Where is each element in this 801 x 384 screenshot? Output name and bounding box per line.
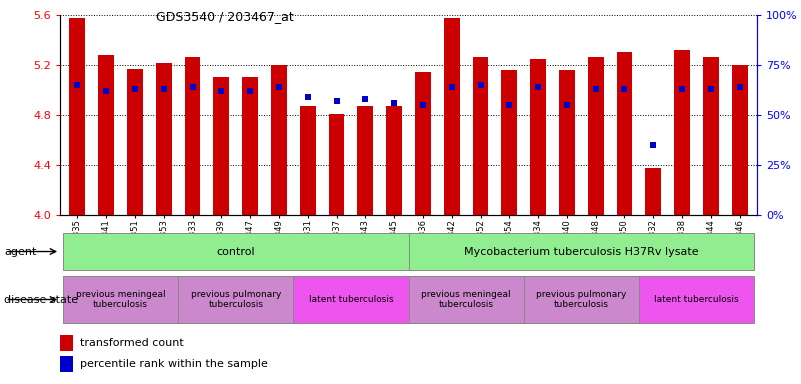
Bar (99, 55, 114, 215)
Text: previous pulmonary
tuberculosis: previous pulmonary tuberculosis (191, 290, 281, 309)
Bar (732, 65, 747, 215)
Bar (617, 51, 633, 215)
Text: agent: agent (4, 247, 36, 257)
Bar (60, 335, 73, 351)
Bar (473, 56, 489, 215)
Text: previous pulmonary
tuberculosis: previous pulmonary tuberculosis (536, 290, 626, 309)
Bar (63, 276, 178, 323)
Bar (409, 233, 754, 270)
Bar (415, 71, 431, 215)
Bar (444, 18, 460, 215)
Text: previous meningeal
tuberculosis: previous meningeal tuberculosis (421, 290, 511, 309)
Bar (271, 65, 287, 215)
Bar (293, 276, 409, 323)
Bar (530, 59, 546, 215)
Text: latent tuberculosis: latent tuberculosis (654, 295, 739, 304)
Bar (357, 106, 373, 215)
Bar (63, 233, 409, 270)
Bar (127, 69, 143, 215)
Text: control: control (216, 247, 255, 257)
Bar (242, 76, 258, 215)
Text: latent tuberculosis: latent tuberculosis (308, 295, 393, 304)
Bar (178, 276, 293, 323)
Text: transformed count: transformed count (79, 338, 183, 348)
Bar (300, 106, 316, 215)
Bar (328, 114, 344, 215)
Text: percentile rank within the sample: percentile rank within the sample (79, 359, 268, 369)
Bar (70, 18, 85, 215)
Bar (524, 276, 639, 323)
Bar (703, 56, 718, 215)
Bar (213, 76, 229, 215)
Bar (409, 276, 524, 323)
Bar (184, 56, 200, 215)
Bar (559, 70, 575, 215)
Text: GDS3540 / 203467_at: GDS3540 / 203467_at (156, 10, 294, 23)
Bar (646, 167, 661, 215)
Bar (386, 106, 402, 215)
Bar (639, 276, 754, 323)
Bar (588, 56, 604, 215)
Bar (674, 50, 690, 215)
Text: previous meningeal
tuberculosis: previous meningeal tuberculosis (76, 290, 165, 309)
Text: Mycobacterium tuberculosis H37Rv lysate: Mycobacterium tuberculosis H37Rv lysate (464, 247, 698, 257)
Bar (60, 356, 73, 372)
Bar (156, 63, 171, 215)
Bar (501, 70, 517, 215)
Text: disease state: disease state (4, 295, 78, 305)
